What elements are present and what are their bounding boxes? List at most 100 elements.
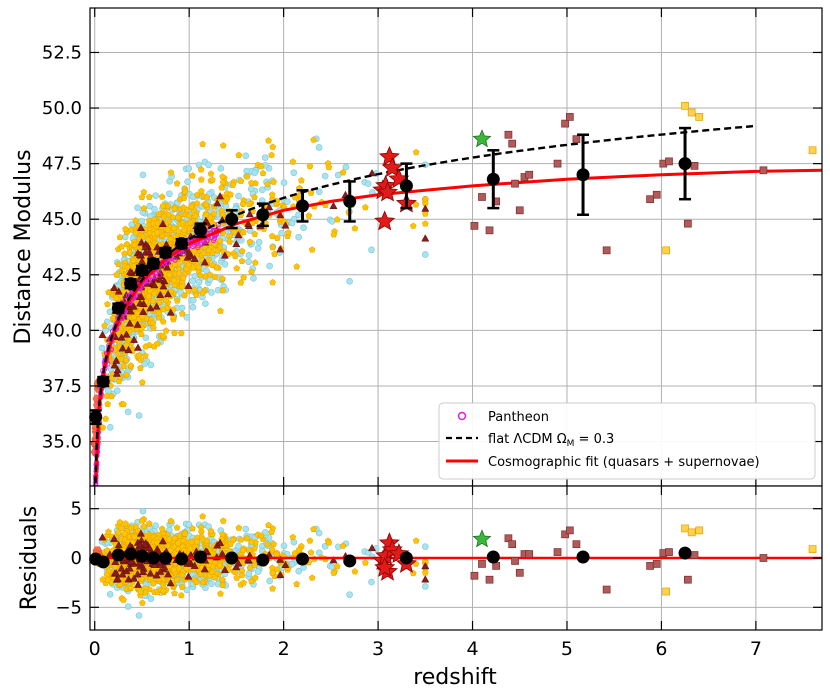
residual-yellow-point (167, 517, 175, 524)
main-binned-mean-point (159, 246, 173, 260)
residual-triangle-point (117, 564, 126, 572)
residual-yellow-point (199, 512, 206, 520)
residual-yellow-point (103, 546, 111, 554)
residual-cyan-point (295, 567, 302, 575)
quasar-yellow-point (170, 276, 178, 284)
residual-triangle-point (139, 567, 148, 576)
legend: Pantheon flat ΛCDM ΩM = 0.3 Cosmographic… (438, 402, 816, 480)
quasar-yellow-point (269, 278, 276, 286)
residual-cyan-point (254, 568, 262, 575)
legend-label-lcdm: flat ΛCDM ΩM = 0.3 (488, 432, 614, 449)
quasar-yellow-point (153, 229, 161, 236)
main-y-tick-label: 37.5 (42, 376, 82, 397)
main-brown-square (525, 170, 534, 179)
quasar-cyan-point (254, 245, 262, 252)
quasar-yellow-point (271, 250, 278, 257)
main-binned-mean-point (343, 194, 357, 208)
residual-cyan-point (290, 538, 298, 546)
main-yellow-square (681, 101, 689, 110)
quasar-yellow-point (178, 283, 186, 290)
residual-triangle-point (232, 562, 241, 571)
triangle-point (133, 343, 143, 351)
residual-triangle-point (110, 534, 119, 542)
quasar-yellow-point (305, 212, 313, 219)
residual-yellow-point (175, 564, 183, 572)
main-brown-square (561, 119, 569, 128)
quasar-yellow-point (112, 294, 120, 302)
quasar-yellow-point (144, 236, 152, 243)
quasar-cyan-point (146, 202, 153, 210)
pantheon-point (164, 260, 170, 266)
legend-marker-pantheon (457, 411, 467, 421)
residual-yellow-point (308, 574, 316, 581)
quasar-cyan-point (368, 246, 375, 254)
quasar-cyan-point (295, 233, 302, 241)
residuals-x-tick-label: 2 (278, 638, 290, 660)
quasar-yellow-point (126, 248, 133, 256)
main-brown-square (508, 139, 517, 148)
residuals-x-tick-label: 0 (89, 638, 101, 660)
residual-yellow-point (174, 539, 182, 547)
residual-cyan-point (346, 591, 353, 598)
quasar-yellow-point (240, 273, 247, 281)
quasar-cyan-point (221, 261, 229, 268)
residuals-brown-square (759, 554, 768, 562)
residual-yellow-point (137, 588, 145, 595)
residual-yellow-point (181, 530, 189, 537)
residual-triangle-point (156, 567, 165, 575)
quasar-yellow-point (104, 400, 112, 407)
triangle-point (164, 290, 173, 298)
triangle-point (163, 263, 172, 271)
main-binned-mean-point (146, 257, 160, 271)
residual-triangle-point (113, 574, 122, 582)
residual-triangle-point (98, 533, 107, 541)
main-red-star (377, 181, 398, 202)
main-brown-square (690, 162, 699, 170)
quasar-yellow-point (142, 343, 149, 350)
residuals-ticks: 0 1 2 3 4 5 6 7 −5 0 5 (55, 486, 822, 660)
quasar-yellow-point (167, 235, 174, 242)
main-binned-mean-point (135, 263, 149, 277)
main-marks (89, 101, 817, 425)
residual-yellow-point (238, 571, 246, 579)
quasar-cyan-point (315, 144, 323, 151)
quasar-yellow-point (199, 140, 206, 147)
quasar-yellow-point (146, 193, 153, 200)
triangle-point (150, 280, 159, 289)
triangle-point (110, 361, 119, 369)
triangle-point (112, 356, 121, 364)
residual-yellow-point (333, 562, 341, 570)
residual-cyan-point (422, 543, 429, 550)
residual-yellow-point (131, 533, 138, 540)
residual-yellow-point (257, 532, 265, 539)
quasar-yellow-point (109, 314, 117, 322)
residual-cyan-point (368, 578, 375, 586)
residual-yellow-point (158, 525, 166, 532)
quasar-yellow-point (118, 243, 125, 250)
residual-yellow-point (325, 539, 333, 546)
residuals-x-tick-label: 4 (466, 638, 478, 660)
quasar-cyan-point (250, 274, 257, 282)
quasar-yellow-point (238, 247, 246, 254)
residuals-brown-square (553, 548, 562, 556)
residual-cyan-point (152, 522, 160, 529)
triangle-point (152, 302, 161, 310)
quasar-yellow-point (198, 176, 205, 183)
residual-cyan-point (135, 612, 143, 619)
residual-yellow-point (209, 550, 217, 557)
quasar-yellow-point (269, 243, 276, 251)
residual-yellow-point (289, 533, 297, 541)
main-brown-square (684, 219, 692, 228)
residual-yellow-point (269, 569, 276, 576)
quasar-cyan-point (321, 172, 329, 180)
residual-triangle-point (164, 570, 173, 578)
triangle-point (133, 320, 142, 328)
quasar-yellow-point (217, 307, 224, 314)
residual-triangle-point (124, 575, 133, 583)
quasar-yellow-point (289, 158, 297, 165)
quasar-cyan-point (261, 154, 269, 161)
residuals-yellow-square (687, 528, 696, 537)
quasar-yellow-point (180, 194, 188, 201)
quasar-yellow-point (219, 173, 226, 180)
main-y-tick-label: 45.0 (42, 209, 82, 230)
